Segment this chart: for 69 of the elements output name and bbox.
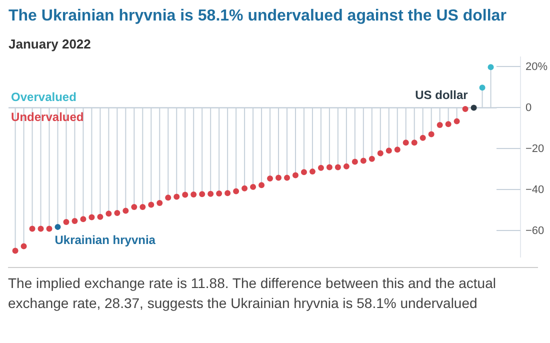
point: [428, 131, 434, 138]
point: [208, 190, 214, 197]
point: [411, 140, 418, 146]
point: [114, 210, 120, 216]
point: [394, 146, 400, 153]
point: [334, 164, 341, 170]
y-tick-label: −20: [526, 142, 544, 155]
point: [80, 216, 86, 222]
point: [165, 194, 172, 201]
point: [38, 226, 44, 232]
point: [216, 190, 222, 196]
point: [242, 185, 248, 192]
point: [224, 190, 231, 196]
point: [402, 140, 409, 146]
chart-subtitle: January 2022: [8, 36, 91, 52]
point: [292, 172, 298, 178]
point: [20, 243, 27, 250]
annotation: US dollar: [415, 88, 468, 102]
point: [470, 104, 477, 111]
point: [97, 214, 104, 220]
point: [368, 156, 375, 162]
y-tick-label: 0: [526, 102, 532, 114]
point: [360, 158, 366, 164]
y-tick-label: 20%: [526, 60, 548, 73]
point: [12, 248, 18, 254]
point: [488, 64, 494, 70]
point: [258, 182, 265, 188]
point: [46, 226, 52, 232]
point: [276, 174, 282, 181]
point: [190, 192, 197, 198]
point: [326, 164, 332, 170]
point: [148, 202, 154, 208]
y-tick-label: −60: [526, 224, 544, 237]
point: [156, 200, 163, 206]
point: [29, 226, 36, 232]
point: [233, 188, 240, 194]
point: [300, 169, 307, 176]
point: [318, 164, 324, 171]
point: [420, 134, 426, 141]
y-tick-label: −40: [526, 184, 544, 196]
point: [445, 121, 452, 128]
text: The implied exchange rate is 11.88. The difference between this and the actual exchange rate, 28.37, suggests the Ukrainian hryvnia is 58.1% undervalued: [8, 274, 497, 313]
point: [54, 224, 61, 230]
point: [88, 214, 95, 220]
point: [267, 176, 274, 182]
point: [284, 174, 290, 181]
point: [352, 158, 358, 165]
point: [199, 191, 206, 198]
point: [182, 192, 188, 198]
point: [106, 210, 112, 217]
annotation: Overvalued: [11, 90, 76, 104]
point: [72, 218, 78, 224]
annotation: Undervalued: [11, 110, 84, 124]
point: [454, 118, 460, 124]
annotation: Ukrainian hryvnia: [54, 232, 156, 247]
point: [436, 122, 443, 128]
point: [122, 208, 129, 214]
point: [131, 204, 138, 210]
point: [377, 150, 384, 156]
point: [63, 219, 70, 226]
point: [386, 148, 392, 154]
point: [174, 194, 180, 200]
point: [309, 168, 316, 175]
point: [343, 163, 350, 170]
point: [479, 84, 486, 91]
point: [140, 204, 146, 210]
point: [250, 184, 256, 190]
chart-title: The Ukrainian hryvnia is 58.1% undervalued against the US dollar: [8, 8, 506, 24]
point: [462, 106, 468, 112]
